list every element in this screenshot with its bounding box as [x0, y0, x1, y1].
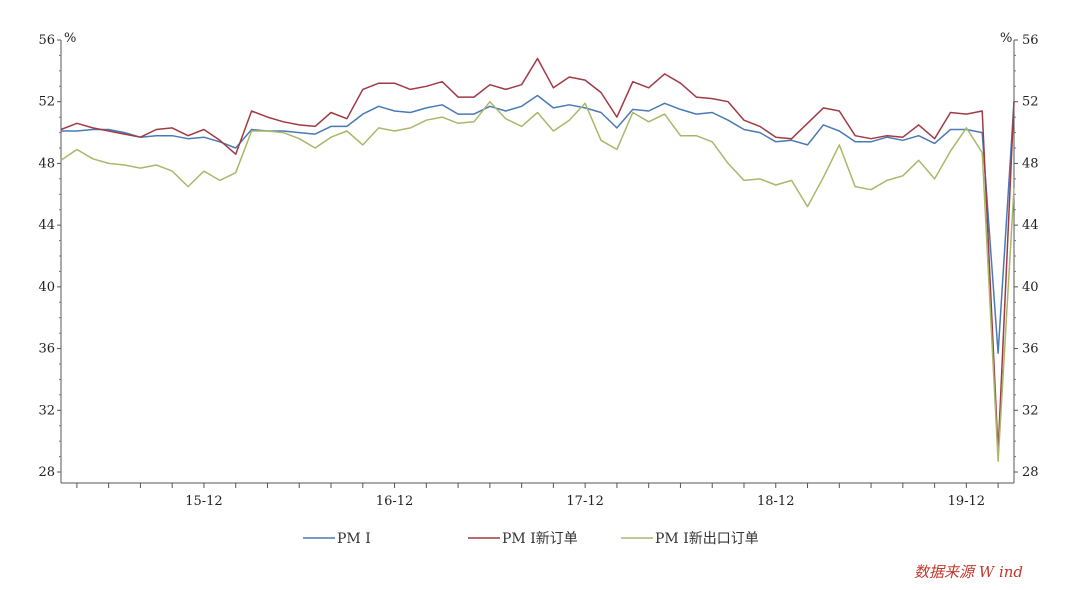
- x-tick-label: 16-12: [376, 494, 413, 509]
- x-tick-label: 19-12: [948, 494, 985, 509]
- y-tick-label-left: 28: [38, 465, 55, 480]
- series-line-2: [60, 57, 1015, 453]
- y-tick-label-left: 32: [38, 403, 55, 418]
- axes: % %: [60, 31, 1015, 484]
- y-tick-label-left: 44: [38, 218, 55, 233]
- y-tick-label-left: 52: [38, 95, 55, 110]
- y-tick-label-right: 40: [1022, 280, 1039, 295]
- y-tick-label-right: 36: [1022, 342, 1039, 357]
- y-tick-label-left: 36: [38, 342, 55, 357]
- left-unit-label: %: [64, 31, 76, 46]
- legend-label-1: PM I: [337, 531, 371, 547]
- x-ticks: 15-12 16-12 17-12 18-12 19-12: [76, 483, 999, 509]
- y-tick-label-left: 48: [38, 156, 55, 171]
- series-line-3: [60, 100, 1015, 462]
- y-tick-label-right: 52: [1022, 95, 1039, 110]
- legend: PM I PM I新订单 PM I新出口订单: [303, 531, 759, 547]
- y-tick-label-left: 40: [38, 280, 55, 295]
- y-tick-label-right: 48: [1022, 156, 1039, 171]
- y-tick-label-right: 28: [1022, 465, 1039, 480]
- source-note: 数据来源 W ind: [914, 563, 1023, 581]
- x-tick-label: 17-12: [566, 494, 603, 509]
- y-ticks: 28 28 32 32 36 36 40 40 44 44 48 48 52 52 56 56: [38, 33, 1038, 480]
- series-line-1: [61, 94, 1015, 354]
- legend-label-2: PM I新订单: [502, 531, 578, 547]
- x-tick-label: 15-12: [185, 494, 222, 509]
- y-tick-label-right: 44: [1022, 218, 1039, 233]
- series-lines: [60, 57, 1015, 462]
- legend-label-3: PM I新出口订单: [655, 531, 759, 547]
- y-tick-label-right: 32: [1022, 403, 1039, 418]
- x-tick-label: 18-12: [757, 494, 794, 509]
- right-unit-label: %: [1000, 31, 1012, 46]
- y-tick-label-right: 56: [1022, 33, 1039, 48]
- y-tick-label-left: 56: [38, 33, 55, 48]
